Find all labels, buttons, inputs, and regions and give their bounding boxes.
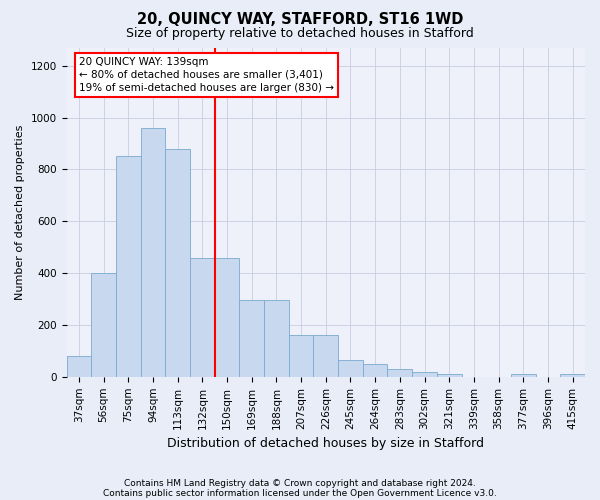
Bar [313,336,338,377]
Y-axis label: Number of detached properties: Number of detached properties [15,124,25,300]
Bar [264,300,289,377]
Bar [190,258,215,377]
Bar [388,369,412,377]
Bar [116,156,140,377]
X-axis label: Distribution of detached houses by size in Stafford: Distribution of detached houses by size … [167,437,484,450]
Bar [437,374,461,377]
Text: Contains public sector information licensed under the Open Government Licence v3: Contains public sector information licen… [103,488,497,498]
Bar [67,356,91,377]
Bar [412,372,437,377]
Bar [91,273,116,377]
Bar [140,128,165,377]
Bar [289,336,313,377]
Bar [338,360,363,377]
Text: 20, QUINCY WAY, STAFFORD, ST16 1WD: 20, QUINCY WAY, STAFFORD, ST16 1WD [137,12,463,28]
Text: Size of property relative to detached houses in Stafford: Size of property relative to detached ho… [126,28,474,40]
Bar [215,258,239,377]
Text: Contains HM Land Registry data © Crown copyright and database right 2024.: Contains HM Land Registry data © Crown c… [124,478,476,488]
Bar [511,374,536,377]
Bar [165,148,190,377]
Text: 20 QUINCY WAY: 139sqm
← 80% of detached houses are smaller (3,401)
19% of semi-d: 20 QUINCY WAY: 139sqm ← 80% of detached … [79,56,334,93]
Bar [363,364,388,377]
Bar [239,300,264,377]
Bar [560,374,585,377]
